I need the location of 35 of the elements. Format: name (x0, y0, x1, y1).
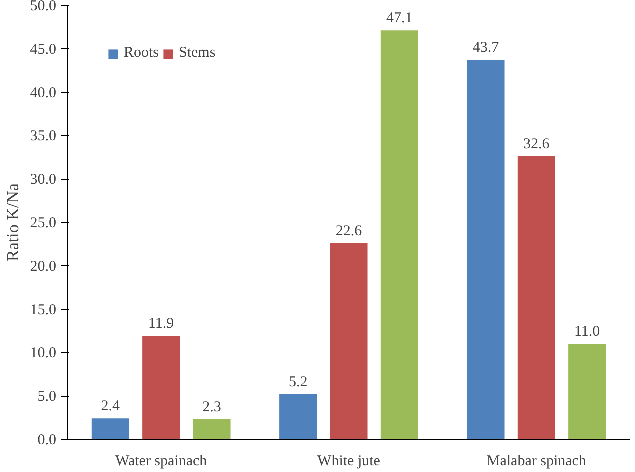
data-label: 47.1 (386, 10, 413, 27)
y-tick-label: 0.0 (38, 432, 56, 448)
bar (380, 30, 418, 440)
data-label: 32.6 (524, 136, 550, 153)
y-tick-label: 30.0 (30, 172, 56, 188)
y-tick-label: 45.0 (30, 42, 56, 58)
y-tick-label: 20.0 (30, 258, 56, 275)
y-tick-label: 15.0 (30, 302, 56, 318)
data-label: 2.4 (101, 398, 121, 415)
bar (92, 418, 130, 440)
bar (568, 344, 606, 440)
data-label: 11.9 (148, 316, 174, 332)
data-label: 11.0 (574, 324, 600, 340)
y-tick-label: 40.0 (30, 85, 56, 102)
y-tick-label: 25.0 (30, 216, 56, 232)
bar (467, 60, 505, 440)
data-label: 22.6 (336, 223, 363, 240)
x-tick-label: Water spainach (116, 454, 208, 470)
bar (142, 336, 180, 440)
y-tick-label: 35.0 (30, 128, 56, 145)
legend-label: Roots (124, 45, 160, 62)
data-label: 43.7 (472, 40, 500, 56)
bar (280, 394, 318, 440)
data-label: 2.3 (202, 400, 222, 416)
bar (330, 243, 368, 440)
x-tick-label: Malabar spinach (486, 454, 587, 470)
y-axis-title: Ratio K/Na (3, 183, 22, 262)
bar (193, 420, 231, 440)
y-tick-label: 50.0 (30, 0, 56, 14)
legend-label: Stems (179, 45, 216, 62)
y-tick-label: 5.0 (38, 389, 56, 406)
x-tick-label: White jute (318, 454, 381, 470)
y-tick-label: 10.0 (30, 346, 56, 362)
data-label: 5.2 (288, 374, 308, 390)
bar (518, 156, 556, 440)
